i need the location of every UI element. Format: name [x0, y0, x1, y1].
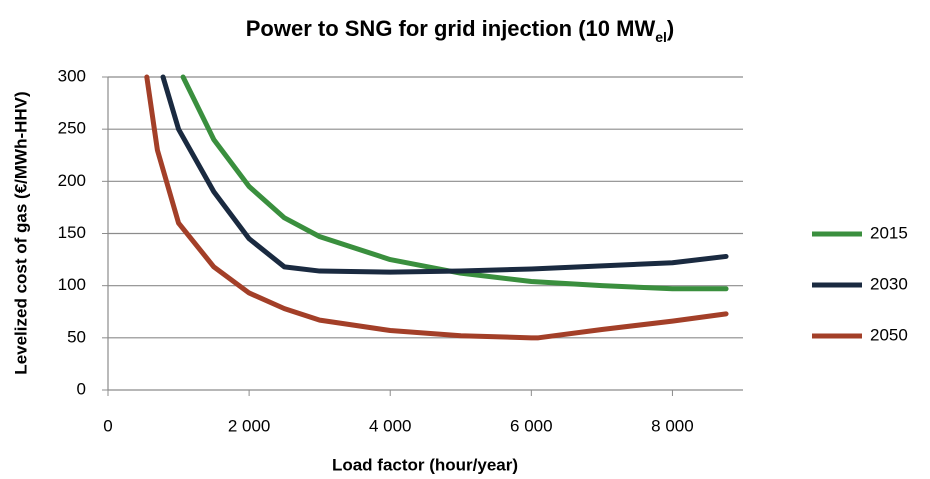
- x-tick-label: 8 000: [651, 416, 694, 435]
- y-tick-label: 250: [58, 119, 86, 138]
- series-line: [180, 74, 729, 292]
- legend-label: 2050: [870, 325, 908, 344]
- x-axis-label: Load factor (hour/year): [332, 455, 518, 474]
- x-tick-label: 4 000: [369, 416, 412, 435]
- series-line: [144, 74, 729, 341]
- series-line: [160, 74, 729, 275]
- title-sub: el: [655, 29, 667, 45]
- y-tick-label: 100: [58, 275, 86, 294]
- y-tick-label: 0: [77, 379, 86, 398]
- y-axis-label: Levelized cost of gas (€/MWh-HHV): [11, 91, 30, 374]
- y-tick-label: 50: [67, 327, 86, 346]
- x-tick-label: 0: [103, 416, 112, 435]
- legend-label: 2030: [870, 274, 908, 293]
- y-tick-label: 150: [58, 223, 86, 242]
- title-end: ): [667, 16, 674, 41]
- x-tick-label: 6 000: [510, 416, 553, 435]
- y-tick-label: 200: [58, 171, 86, 190]
- y-tick-label: 300: [58, 66, 86, 85]
- title-main: Power to SNG for grid injection (10 MW: [246, 16, 656, 41]
- x-tick-label: 2 000: [228, 416, 271, 435]
- chart-title: Power to SNG for grid injection (10 MWel…: [246, 16, 674, 45]
- legend-label: 2015: [870, 223, 908, 242]
